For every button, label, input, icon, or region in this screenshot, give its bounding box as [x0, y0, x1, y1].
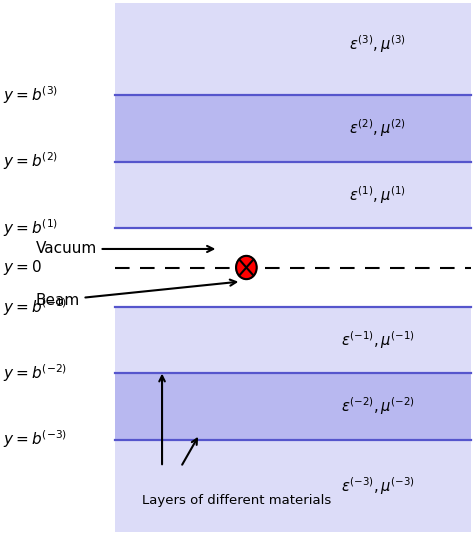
Text: $y = b^{(-2)}$: $y = b^{(-2)}$: [3, 363, 67, 384]
Bar: [115, 373, 471, 440]
Bar: [115, 3, 471, 95]
Text: $\epsilon^{(1)}, \mu^{(1)}$: $\epsilon^{(1)}, \mu^{(1)}$: [349, 184, 406, 205]
Bar: [115, 162, 471, 228]
Text: $\epsilon^{(2)}, \mu^{(2)}$: $\epsilon^{(2)}, \mu^{(2)}$: [349, 118, 406, 140]
Text: $y = b^{(2)}$: $y = b^{(2)}$: [3, 151, 58, 172]
Bar: [115, 307, 471, 373]
Text: $y = 0$: $y = 0$: [3, 258, 42, 277]
Text: $\epsilon^{(-1)}, \mu^{(-1)}$: $\epsilon^{(-1)}, \mu^{(-1)}$: [341, 330, 414, 351]
Text: Vacuum: Vacuum: [36, 241, 213, 256]
Circle shape: [236, 256, 257, 279]
Text: $y = b^{(-3)}$: $y = b^{(-3)}$: [3, 429, 67, 450]
Text: Beam: Beam: [36, 280, 236, 308]
Bar: [115, 95, 471, 162]
Text: Layers of different materials: Layers of different materials: [142, 494, 332, 507]
Text: $y = b^{(-1)}$: $y = b^{(-1)}$: [3, 296, 67, 318]
Text: $\epsilon^{(3)}, \mu^{(3)}$: $\epsilon^{(3)}, \mu^{(3)}$: [349, 33, 406, 55]
Text: $y = b^{(3)}$: $y = b^{(3)}$: [3, 85, 58, 106]
Text: $\epsilon^{(-2)}, \mu^{(-2)}$: $\epsilon^{(-2)}, \mu^{(-2)}$: [341, 395, 414, 417]
Text: $y = b^{(1)}$: $y = b^{(1)}$: [3, 217, 58, 239]
Bar: [115, 440, 471, 532]
Text: $\epsilon^{(-3)}, \mu^{(-3)}$: $\epsilon^{(-3)}, \mu^{(-3)}$: [341, 475, 414, 496]
